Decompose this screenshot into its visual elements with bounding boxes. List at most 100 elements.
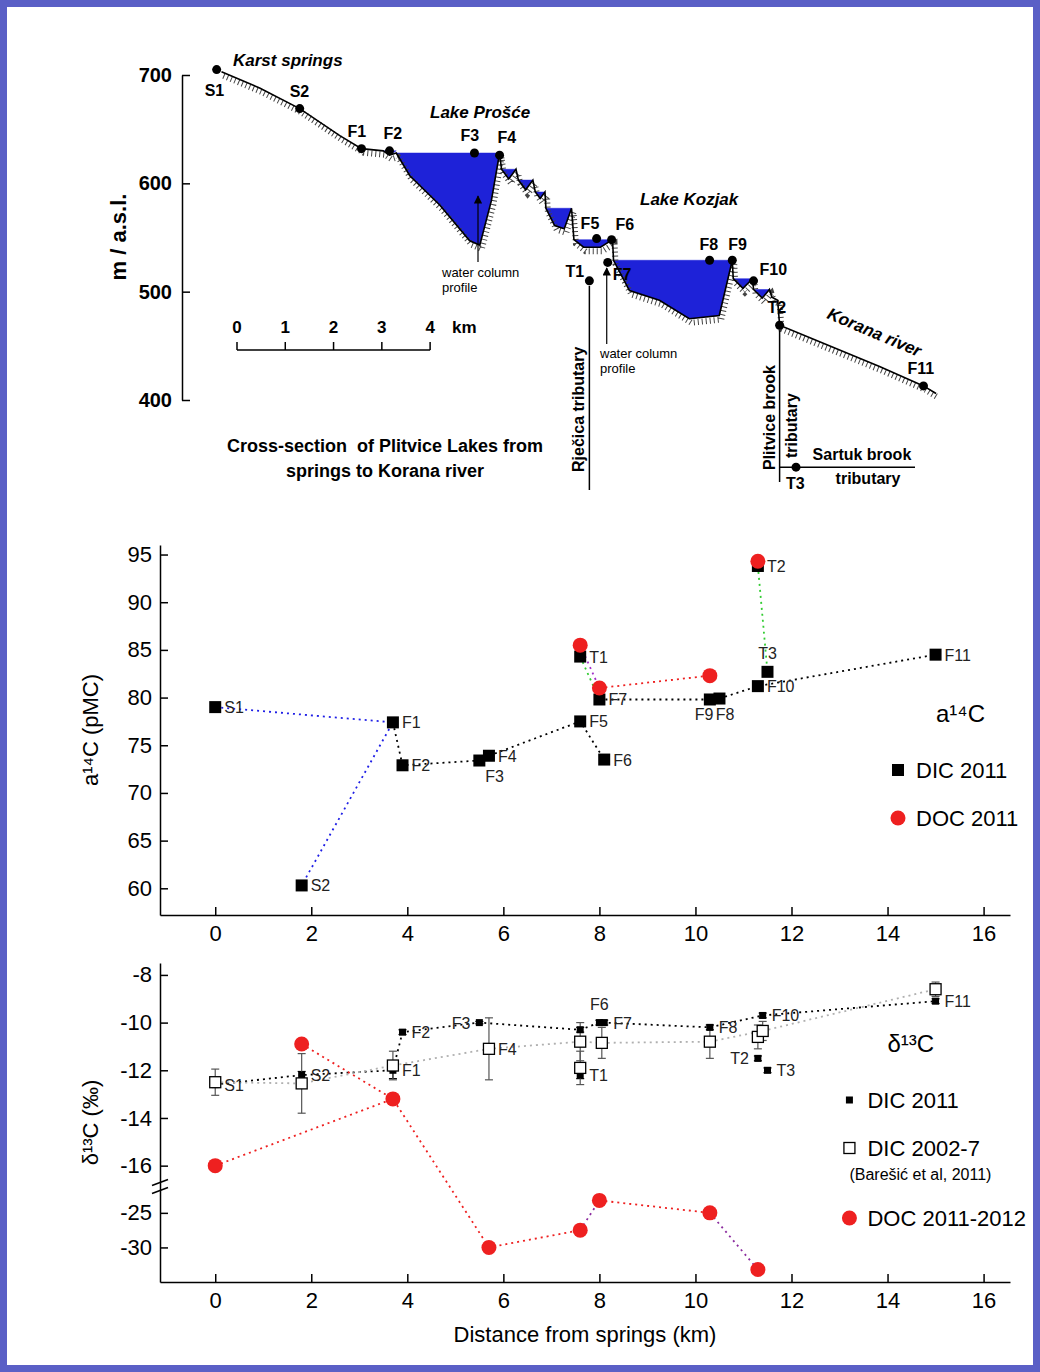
tick-label: 65	[128, 828, 152, 853]
tick: -14	[120, 1106, 168, 1131]
note-label-line: profile	[600, 361, 635, 376]
tick: 700	[139, 64, 190, 86]
tick: 0	[210, 1274, 222, 1313]
legend-marker	[844, 1143, 855, 1154]
note-arrow	[477, 196, 478, 262]
tick-label: 10	[684, 1288, 708, 1313]
connector-line	[215, 989, 935, 1083]
tick: 10	[684, 907, 708, 946]
tick-mark	[160, 1070, 168, 1072]
tick-mark	[160, 1213, 168, 1215]
error-bar-cap	[576, 1022, 584, 1023]
point-label: S2	[311, 1067, 331, 1084]
tick-label: 0	[210, 921, 222, 946]
data-point	[750, 1262, 765, 1277]
tick-label: 70	[128, 780, 152, 805]
connector-line	[599, 1200, 709, 1212]
scale-bar-tick	[381, 342, 383, 350]
note-label-line: water column	[599, 346, 677, 361]
point-label: T3	[776, 1062, 795, 1079]
site-label: F7	[613, 266, 632, 283]
tick: 6	[498, 907, 510, 946]
tick-mark	[182, 183, 190, 185]
point-label: F8	[719, 1019, 738, 1036]
point-label: T2	[730, 1050, 749, 1067]
axis-line	[160, 964, 162, 1283]
error-bar-cap	[576, 1084, 584, 1085]
data-point	[764, 1067, 771, 1074]
tributary-label: Plitvice brook	[761, 365, 778, 470]
data-point	[932, 998, 939, 1005]
legend-label: DIC 2011	[867, 1088, 958, 1113]
tick: 2	[306, 907, 318, 946]
tick-label: 2	[306, 921, 318, 946]
diagram-title-line: Cross-section of Plitvice Lakes from	[227, 436, 543, 456]
axis-title: a¹⁴C (pMC)	[78, 674, 103, 786]
site-point	[792, 463, 801, 472]
point-label: F7	[608, 691, 627, 708]
axis-title: δ¹³C (‰)	[78, 1080, 103, 1166]
data-point	[294, 1037, 309, 1052]
data-point	[575, 1036, 586, 1047]
tick-mark	[503, 1274, 505, 1282]
tick-mark	[599, 907, 601, 915]
axis: 6065707580859095	[128, 542, 168, 915]
tick-label: 400	[139, 389, 172, 411]
site-label: T1	[565, 263, 584, 280]
data-point	[397, 759, 409, 771]
tick-label: 14	[876, 1288, 900, 1313]
tick: 4	[402, 1274, 414, 1313]
tick-label: 90	[128, 590, 152, 615]
tick-mark	[887, 1274, 889, 1282]
tick-label: 14	[876, 921, 900, 946]
site-label: T3	[786, 475, 805, 492]
site-point	[385, 146, 394, 155]
tick-mark	[311, 907, 313, 915]
data-point	[399, 1029, 406, 1036]
tick-mark	[791, 907, 793, 915]
panel-background	[7, 7, 1033, 1365]
point-label: T1	[589, 649, 608, 666]
tick-label: 2	[306, 1288, 318, 1313]
point-labels: S1S2F1F2F3F4F5T1F7F6F8F9F10T2T3F11	[224, 558, 971, 894]
point-label: F7	[613, 1015, 632, 1032]
point-label: F8	[716, 706, 735, 723]
data-point	[483, 1043, 494, 1054]
site-point	[295, 104, 304, 113]
point-label: F5	[589, 713, 608, 730]
site-label: F6	[616, 216, 635, 233]
point-label: F2	[412, 757, 431, 774]
tick-mark	[160, 650, 168, 652]
tributary-line	[589, 286, 591, 490]
data-point	[592, 681, 607, 696]
error-bar-cap	[598, 1027, 606, 1028]
error-bar-cap	[759, 1021, 767, 1022]
tick-mark	[503, 907, 505, 915]
axis-line	[182, 76, 184, 401]
frame-background	[0, 0, 1040, 1372]
tick-mark	[599, 1274, 601, 1282]
tick-mark	[983, 907, 985, 915]
scale-bar-tick	[429, 342, 431, 350]
tick-mark	[695, 1274, 697, 1282]
tick-mark	[791, 1274, 793, 1282]
point-label: F9	[695, 706, 714, 723]
note-label-line: profile	[442, 280, 477, 295]
tick-mark	[160, 1247, 168, 1249]
tick: -30	[120, 1235, 168, 1260]
tick: -10	[120, 1010, 168, 1035]
site-point	[603, 258, 612, 267]
data-point	[575, 1062, 586, 1073]
data-point	[481, 1240, 496, 1255]
tick: 16	[972, 907, 996, 946]
connector-line	[215, 1099, 393, 1166]
point-label: F3	[485, 768, 504, 785]
tributary-label-group: Plitvice brooktributary	[761, 365, 800, 470]
tick: 80	[128, 685, 168, 710]
data-point	[573, 638, 588, 653]
site-point	[705, 256, 714, 265]
site-label: S1	[205, 82, 225, 99]
point-label: F6	[590, 996, 609, 1013]
data-point	[209, 701, 221, 713]
data-point	[387, 1060, 398, 1071]
